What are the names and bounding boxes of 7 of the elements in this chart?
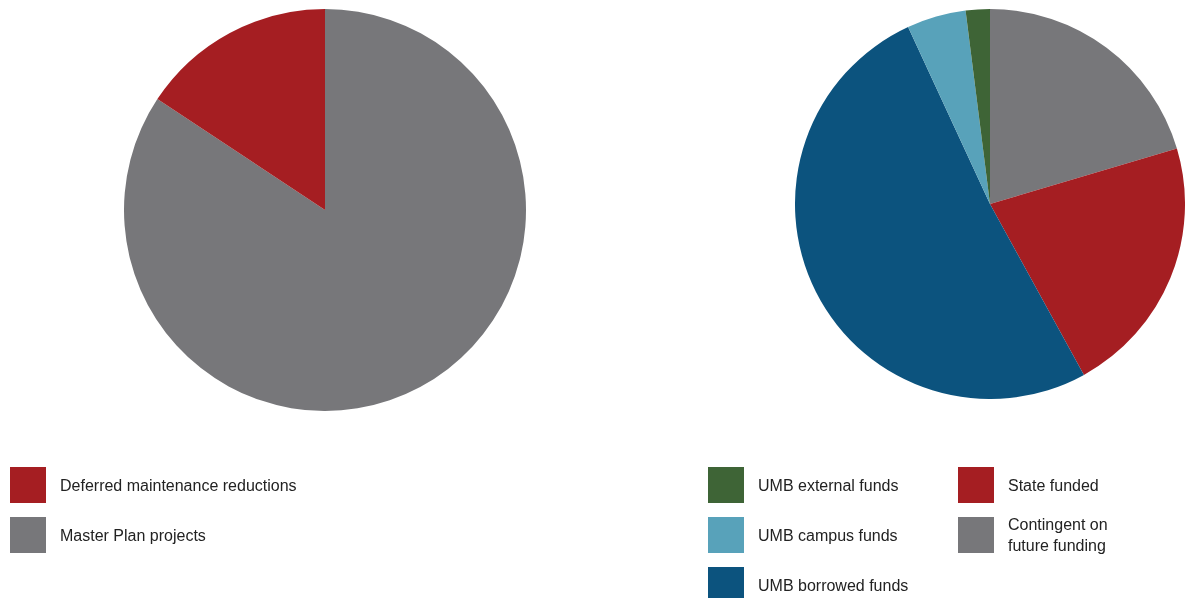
legend-label: UMB campus funds <box>758 525 898 546</box>
legend-label: Master Plan projects <box>60 525 206 546</box>
legend-label: State funded <box>1008 475 1099 496</box>
legend-label: Contingent on future funding <box>1008 515 1109 556</box>
legend-label: UMB external funds <box>758 475 899 496</box>
legend-label: UMB borrowed funds <box>758 575 909 596</box>
legend-label: Deferred maintenance reductions <box>60 475 297 496</box>
